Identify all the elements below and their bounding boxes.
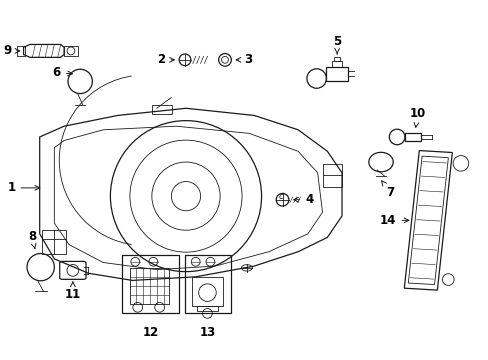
Bar (122, 255, 179, 313)
Text: c: c (278, 192, 283, 201)
Text: 13: 13 (200, 326, 216, 339)
Bar (322, 164, 341, 187)
Bar (64, 46, 78, 56)
Text: 2: 2 (157, 53, 174, 66)
Bar (184, 255, 231, 313)
Text: 3: 3 (236, 53, 252, 66)
Bar (192, 277, 222, 306)
Bar (405, 133, 420, 141)
Text: 6: 6 (53, 66, 72, 79)
Bar (333, 57, 339, 60)
Bar (326, 67, 347, 81)
Bar (42, 230, 65, 253)
Text: 11: 11 (64, 282, 81, 301)
Text: 5: 5 (332, 35, 341, 54)
Text: 14: 14 (379, 214, 408, 227)
Bar (17, 46, 24, 56)
Text: 1: 1 (7, 181, 40, 194)
Text: 4: 4 (293, 193, 313, 206)
Bar (197, 306, 217, 311)
Text: 12: 12 (142, 326, 158, 339)
Bar (331, 60, 341, 67)
Text: 8: 8 (28, 230, 36, 249)
Bar (130, 268, 169, 304)
Text: 7: 7 (381, 181, 394, 199)
Bar (152, 105, 172, 114)
Text: 10: 10 (408, 107, 425, 127)
Text: 9: 9 (3, 44, 20, 57)
